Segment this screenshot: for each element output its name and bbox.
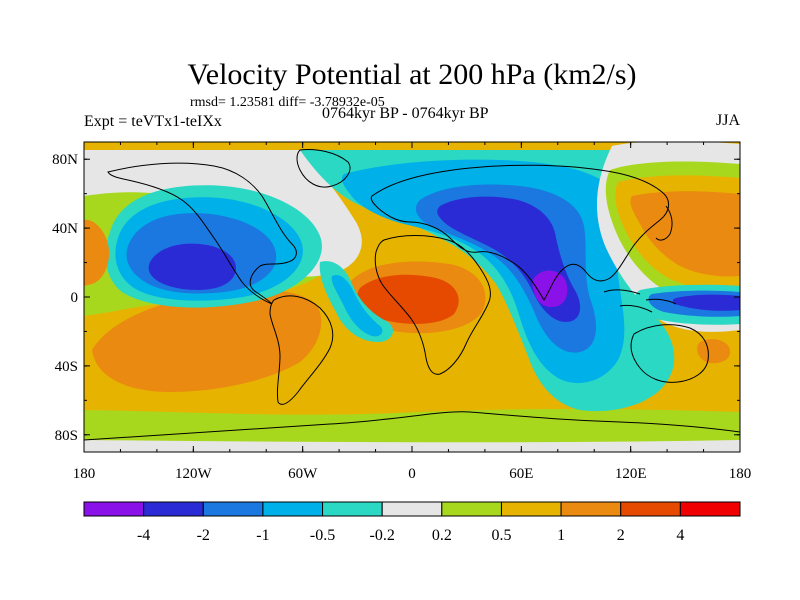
- lon-tick-label: 180: [73, 466, 96, 482]
- colorbar-label: -1: [256, 527, 269, 544]
- lat-tick-label: 80N: [52, 152, 78, 168]
- plot-title: Velocity Potential at 200 hPa (km2/s): [187, 58, 636, 91]
- coastline-australia: [630, 324, 709, 383]
- colorbar-box: [83, 501, 145, 517]
- map-panel: [84, 142, 740, 452]
- colorbar-box: [679, 501, 741, 517]
- colorbar-box: [322, 501, 383, 517]
- map-axes: 180 120W 60W 0 60E 120E 180 80N 40N 0 40S 80S: [52, 142, 751, 482]
- contour-region-lightblue-atlantic: [331, 274, 383, 337]
- coastline-indonesia: [603, 289, 677, 313]
- lat-tick-label: 40N: [52, 221, 78, 237]
- colorbar-label: -2: [197, 527, 210, 544]
- colorbar: -4 -2 -1 -0.5 -0.2 0.2 0.5 1 2 4: [83, 501, 741, 544]
- colorbar-label: 1: [557, 527, 565, 544]
- contour-region-orange-westpacific: [630, 191, 740, 277]
- coastline-africa: [374, 235, 491, 375]
- colorbar-label: 4: [676, 527, 684, 544]
- colorbar-box: [500, 501, 562, 517]
- contour-region-darkblue-pacific: [148, 243, 236, 290]
- lon-tick-label: 0: [408, 466, 416, 482]
- experiment-label: Expt = teVTx1-teIXx: [84, 113, 222, 130]
- lat-tick-label: 80S: [55, 428, 78, 444]
- coastline-japan: [655, 205, 673, 241]
- colorbar-label: -4: [137, 527, 150, 544]
- contour-region-orange-south-pacific: [92, 289, 322, 392]
- lat-tick-label: 0: [71, 290, 79, 306]
- colorbar-label: 2: [617, 527, 625, 544]
- lon-tick-label: 60E: [509, 466, 533, 482]
- contour-region-orange-dateline: [84, 219, 110, 286]
- colorbar-box: [620, 501, 681, 517]
- coastline-north-america: [107, 162, 297, 305]
- stats-label: rmsd= 1.23581 diff= -3.78932e-05: [190, 95, 385, 110]
- contour-region-orange-southwest-pacific: [697, 339, 731, 364]
- season-label: JJA: [716, 112, 740, 129]
- colorbar-box: [262, 501, 324, 517]
- lon-tick-label: 60W: [288, 466, 318, 482]
- colorbar-box: [441, 501, 502, 517]
- lat-tick-label: 40S: [55, 359, 78, 375]
- period-label: 0764kyr BP - 0764kyr BP: [322, 105, 489, 122]
- lon-tick-label: 180: [729, 466, 752, 482]
- contour-region-darkblue-tropicalpacific: [672, 294, 740, 311]
- colorbar-label: 0.2: [432, 527, 452, 544]
- coastline-south-america: [269, 295, 334, 405]
- colorbar-box: [202, 501, 264, 517]
- contour-region-red-africa: [357, 274, 459, 324]
- colorbar-label: -0.5: [310, 527, 335, 544]
- colorbar-label: 0.5: [491, 527, 511, 544]
- colorbar-box: [381, 501, 443, 517]
- colorbar-box: [143, 501, 204, 517]
- coastline-eurasia: [370, 164, 669, 301]
- coastline-antarctica: [84, 411, 740, 441]
- lon-tick-label: 120E: [615, 466, 647, 482]
- colorbar-box: [560, 501, 622, 517]
- coastlines: [84, 149, 740, 441]
- coastline-greenland: [296, 149, 351, 188]
- colorbar-label: -0.2: [370, 527, 395, 544]
- lon-tick-label: 120W: [175, 466, 213, 482]
